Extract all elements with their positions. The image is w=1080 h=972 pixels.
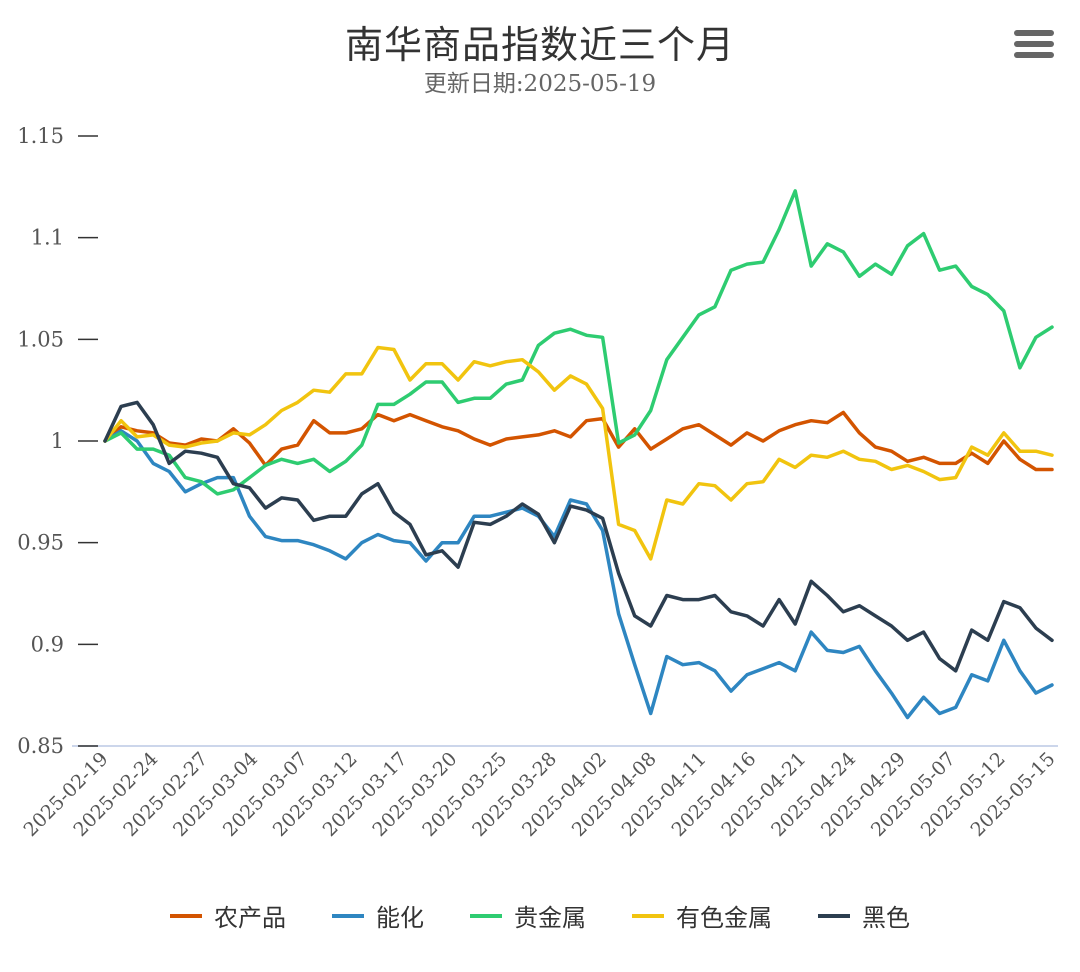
legend-label: 能化 xyxy=(376,904,424,932)
chart-title: 南华商品指数近三个月 xyxy=(344,23,735,67)
y-tick-label: 0.9 xyxy=(31,632,64,656)
y-tick-label: 0.95 xyxy=(17,531,64,555)
legend-item-4[interactable]: 黑色 xyxy=(818,898,910,933)
y-tick-label: 1.05 xyxy=(17,327,64,351)
legend-label: 贵金属 xyxy=(514,904,586,932)
legend-label: 有色金属 xyxy=(676,904,772,932)
legend-item-1[interactable]: 能化 xyxy=(332,898,424,933)
series-line-1[interactable] xyxy=(103,429,1054,720)
series-line-3[interactable] xyxy=(103,345,1054,561)
legend-label: 农产品 xyxy=(214,904,286,932)
y-tick-label: 1 xyxy=(51,429,64,453)
legend-item-2[interactable]: 贵金属 xyxy=(470,898,586,933)
series-line-4[interactable] xyxy=(103,400,1054,673)
y-tick-label: 0.85 xyxy=(17,734,64,758)
legend-label: 黑色 xyxy=(862,904,910,932)
y-tick-label: 1.1 xyxy=(31,226,64,250)
legend-swatch xyxy=(332,913,364,918)
chart-subtitle: 更新日期:2025-05-19 xyxy=(423,71,657,97)
legend-swatch xyxy=(632,913,664,918)
y-tick-label: 1.15 xyxy=(17,124,64,148)
series-line-0[interactable] xyxy=(103,410,1054,472)
series-line-2[interactable] xyxy=(103,189,1054,496)
legend-swatch xyxy=(470,913,502,918)
legend-item-0[interactable]: 农产品 xyxy=(170,898,286,933)
legend-item-3[interactable]: 有色金属 xyxy=(632,898,772,933)
legend-swatch xyxy=(170,913,202,918)
chart-legend: 农产品 能化 贵金属 有色金属 黑色 xyxy=(0,898,1080,933)
line-chart: 1.151.11.0510.950.90.852025-02-192025-02… xyxy=(17,124,1059,841)
hamburger-menu-icon[interactable] xyxy=(1014,30,1054,64)
legend-swatch xyxy=(818,913,850,918)
